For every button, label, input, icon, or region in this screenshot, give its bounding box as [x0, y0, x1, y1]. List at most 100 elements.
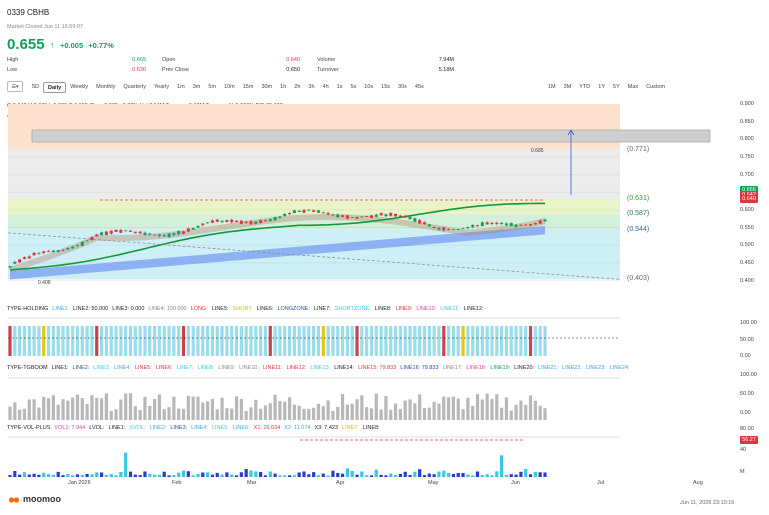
candle-body	[307, 209, 311, 211]
holding-bar	[451, 326, 456, 356]
candle-body	[360, 216, 364, 218]
period-1m[interactable]: 1m	[177, 84, 185, 90]
support-zone-2	[8, 214, 620, 230]
indicator-name[interactable]: TYPE-VOL-PLUS	[7, 425, 51, 431]
period-10m[interactable]: 10m	[224, 84, 235, 90]
indicator-axis-tick: 100.00	[740, 372, 757, 378]
price-tick: 0.500	[740, 242, 754, 249]
holding-bar	[99, 326, 104, 356]
holding-bar	[128, 326, 133, 356]
holding-bar	[37, 326, 41, 356]
holding-bar	[500, 326, 504, 356]
period-3m[interactable]: 3m	[192, 84, 201, 90]
holding-bar	[350, 326, 354, 356]
period-weekly[interactable]: Weekly	[70, 84, 89, 90]
tgboom-bar	[480, 399, 484, 420]
period-4h[interactable]: 4h	[322, 84, 329, 90]
period-2h[interactable]: 2h	[294, 84, 301, 90]
period-5m[interactable]: 5m	[208, 84, 217, 90]
indicator-axis-tick: 100.00	[740, 320, 757, 326]
price-tick: 0.600	[740, 206, 754, 213]
range-3m[interactable]: 3M	[563, 84, 572, 90]
range-5y[interactable]: 5Y	[613, 84, 620, 90]
candle-body	[292, 210, 296, 214]
volume-bar	[210, 474, 215, 477]
period-5s[interactable]: 5s	[350, 84, 357, 90]
range-ytd[interactable]: YTD	[579, 84, 591, 90]
period-45s[interactable]: 45s	[414, 84, 424, 90]
tgboom-bar	[90, 395, 94, 420]
candle-body	[302, 209, 306, 213]
volume-bar	[321, 473, 325, 477]
legend-item: LINE7:	[342, 425, 359, 431]
candle-body	[51, 250, 55, 253]
tgboom-bar	[210, 398, 215, 420]
tgboom-bar	[66, 400, 70, 420]
period-1h[interactable]: 1h	[280, 84, 287, 90]
period-15s[interactable]: 15s	[381, 84, 391, 90]
range-custom[interactable]: Custom	[646, 84, 666, 90]
period-yearly[interactable]: Yearly	[154, 84, 170, 90]
period-30s[interactable]: 30s	[398, 84, 407, 90]
period-30m[interactable]: 30m	[261, 84, 273, 90]
holding-bar	[42, 326, 46, 356]
period-1s[interactable]: 1s	[336, 84, 343, 90]
price-tick: 0.700	[740, 171, 754, 178]
period-15m[interactable]: 15m	[242, 84, 254, 90]
neutral-zone	[8, 149, 620, 199]
candle-body	[196, 225, 200, 228]
indicator-name[interactable]: TYPE-TGBOOM	[7, 365, 48, 371]
period-5d[interactable]: 5D	[32, 84, 40, 90]
tgboom-bar	[509, 410, 513, 420]
range-max[interactable]: Max	[627, 84, 639, 90]
volume-bar	[234, 475, 239, 477]
volume-bar	[519, 471, 523, 477]
candle-body	[533, 223, 537, 225]
volume-bar	[316, 475, 321, 477]
tgboom-bar	[524, 404, 528, 420]
holding-bar	[162, 326, 166, 356]
period-quarterly[interactable]: Quarterly	[123, 84, 147, 90]
volume-bar	[340, 473, 345, 477]
legend-item: LINE13:	[310, 365, 331, 371]
candle-body	[18, 259, 22, 263]
candle-body	[500, 222, 504, 225]
candle-body	[47, 250, 51, 252]
period-monthly[interactable]: Monthly	[96, 84, 116, 90]
candle-body	[124, 230, 128, 232]
holding-bar	[268, 326, 272, 356]
candle-body	[529, 224, 533, 226]
brand-name: moomoo	[23, 494, 61, 504]
range-1m[interactable]: 1M	[548, 84, 556, 90]
candle-body	[418, 220, 422, 224]
volume-bar	[533, 471, 537, 477]
legend-item: LINE4:	[191, 425, 208, 431]
period-10s[interactable]: 10s	[364, 84, 374, 90]
candle-body	[504, 223, 508, 226]
candle-body	[182, 231, 186, 234]
holding-bar	[456, 326, 460, 356]
legend-item: LINE1:	[52, 306, 70, 312]
tgboom-legend: TYPE-TGBOOM LINE1: LINE2: LINE3: LINE4: LINE5…	[7, 365, 634, 371]
last-price: 0.655	[7, 36, 45, 53]
volume-bar	[225, 472, 229, 477]
period-3h[interactable]: 3h	[308, 84, 315, 90]
range-1y[interactable]: 1Y	[598, 84, 606, 90]
indicator-name[interactable]: TYPE-HOLDING	[7, 306, 49, 312]
holding-bar	[326, 326, 330, 356]
high-label: High	[7, 57, 19, 63]
period-daily[interactable]: Daily	[43, 82, 67, 93]
candle-body	[268, 219, 272, 222]
list-icon[interactable]: ☰▾	[7, 81, 23, 92]
holding-bar	[287, 326, 292, 356]
candle-body	[451, 229, 455, 231]
volume-bar	[215, 472, 219, 477]
candle-body	[331, 214, 335, 216]
holding-bar	[244, 326, 248, 356]
volume-bar	[259, 471, 263, 477]
tgboom-bar	[104, 393, 108, 420]
holding-bar	[471, 326, 475, 356]
holding-bar	[292, 326, 296, 356]
candle-body	[447, 229, 451, 230]
